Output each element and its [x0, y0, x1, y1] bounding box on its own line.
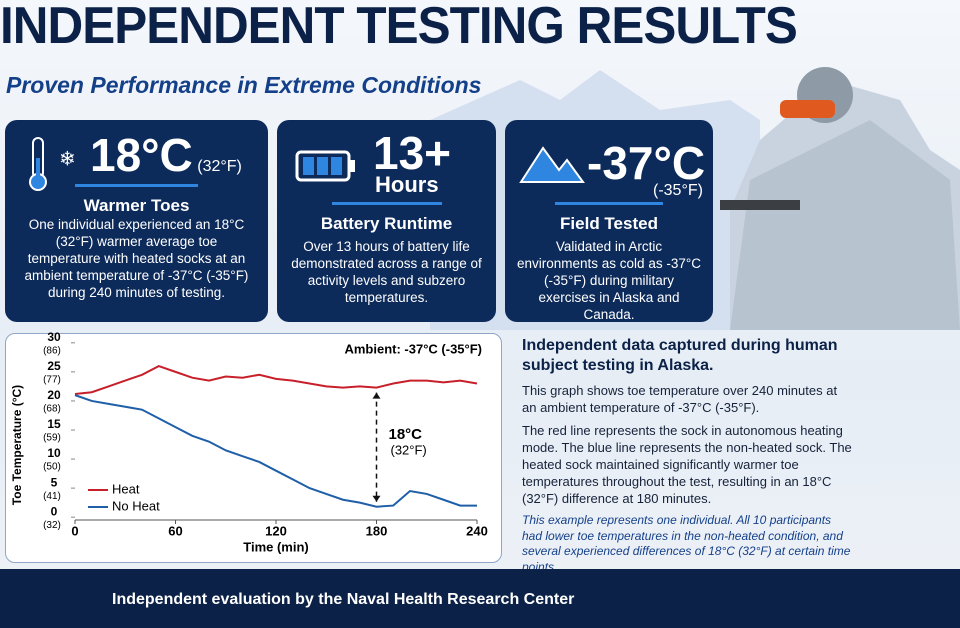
difference-label-f: (32°F) — [391, 442, 427, 457]
card-value: -37°C — [587, 137, 706, 189]
title: INDEPENDENT TESTING RESULTS — [0, 0, 798, 55]
card-heading: Field Tested — [560, 214, 658, 233]
y-tick-label: 0 — [51, 504, 58, 518]
y-tick-label-f: (50) — [43, 462, 61, 473]
y-tick-label-f: (86) — [43, 345, 61, 356]
subtitle: Proven Performance in Extreme Conditions — [6, 72, 482, 98]
series-line — [74, 364, 478, 395]
y-tick-label: 30 — [47, 330, 61, 344]
series-line — [74, 394, 477, 508]
y-tick-label: 15 — [47, 417, 61, 431]
card-text: One individual experienced an 18°C (32°F… — [24, 217, 249, 300]
arrow-head — [372, 495, 381, 502]
card-unit: (32°F) — [197, 158, 242, 175]
x-tick-label: 180 — [366, 523, 388, 538]
card: ❄ 18°C (32°F) Warmer Toes One individual… — [5, 120, 268, 322]
footer-text: Independent evaluation by the Naval Heal… — [112, 591, 575, 608]
card-value: 13+ — [373, 127, 452, 179]
card: -37°C (-35°F) Field Tested Validated in … — [505, 120, 713, 322]
divider — [332, 202, 442, 205]
panel-heading: Independent data captured during human s… — [522, 337, 838, 374]
card-text: Validated in Arctic environments as cold… — [517, 239, 701, 322]
y-tick-label-f: (68) — [43, 404, 61, 415]
panel-paragraph: The red line represents the sock in auto… — [522, 423, 852, 506]
y-tick-label: 5 — [51, 475, 58, 489]
legend-label: Heat — [112, 481, 140, 496]
x-tick-label: 60 — [168, 523, 182, 538]
card-value: 18°C — [90, 129, 193, 181]
y-tick-label: 25 — [47, 359, 61, 373]
card-unit: Hours — [375, 172, 439, 197]
mountain-icon — [519, 146, 585, 183]
card-heading: Warmer Toes — [83, 196, 190, 215]
x-tick-label: 0 — [71, 523, 78, 538]
card: 13+ Hours Battery Runtime Over 13 hours … — [277, 120, 496, 322]
svg-text:❄: ❄ — [59, 148, 76, 170]
difference-label: 18°C — [389, 426, 423, 443]
card-unit: (-35°F) — [653, 182, 703, 199]
y-tick-label: 20 — [47, 388, 61, 402]
y-tick-label-f: (77) — [43, 375, 61, 386]
panel-paragraph: This graph shows toe temperature over 24… — [522, 383, 838, 415]
x-axis-title: Time (min) — [243, 539, 309, 554]
y-axis-title: Toe Temperature (°C) — [10, 385, 24, 505]
thermometer-icon: ❄ — [29, 137, 76, 191]
y-tick-label: 10 — [47, 446, 61, 460]
x-tick-label: 240 — [466, 523, 488, 538]
footer: Independent evaluation by the Naval Heal… — [0, 569, 960, 628]
y-tick-label-f: (41) — [43, 491, 61, 502]
chart-box — [5, 333, 502, 563]
divider — [555, 202, 663, 205]
y-tick-label-f: (32) — [43, 520, 61, 531]
battery-icon — [295, 150, 355, 182]
annotation: Ambient: -37°C (-35°F) — [344, 341, 482, 356]
card-heading: Battery Runtime — [320, 214, 453, 233]
panel-note: This example represents one individual. … — [522, 513, 851, 574]
arrow-head — [372, 392, 381, 399]
x-tick-label: 120 — [265, 523, 287, 538]
chart: Toe Temperature (°C) Time (min) Ambient:… — [10, 330, 488, 554]
legend-label: No Heat — [112, 498, 160, 513]
y-tick-label-f: (59) — [43, 433, 61, 444]
text-panel: Independent data captured during human s… — [522, 336, 854, 575]
card-text: Over 13 hours of battery life demonstrat… — [291, 239, 482, 305]
divider — [75, 184, 198, 187]
